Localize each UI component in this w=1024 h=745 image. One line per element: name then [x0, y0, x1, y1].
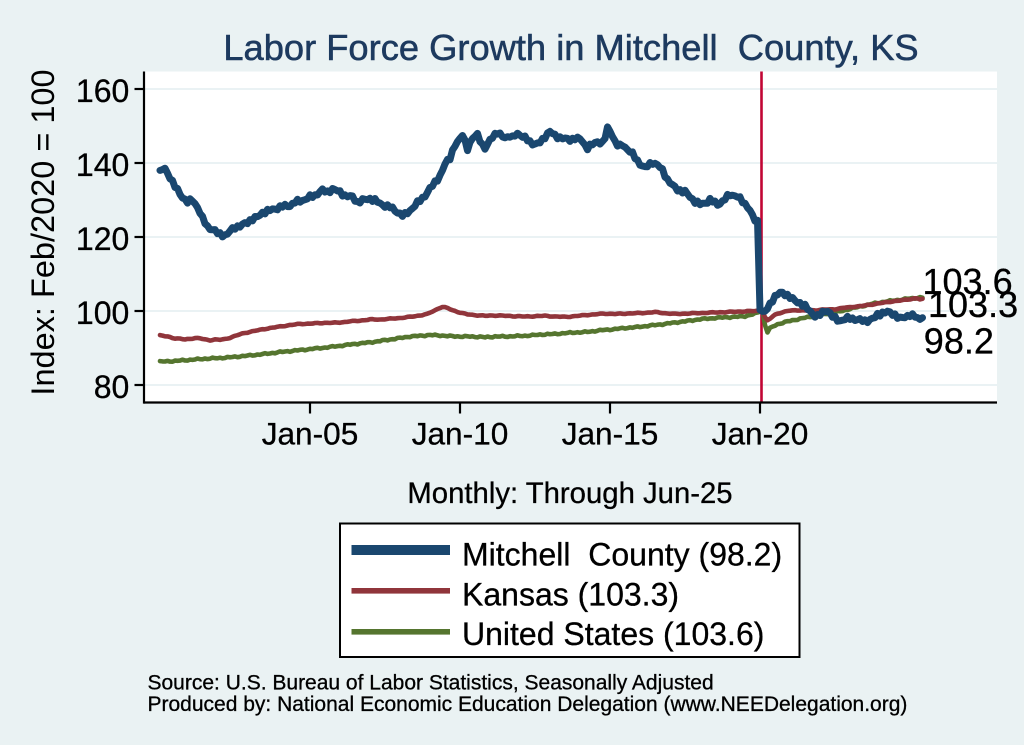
svg-text:Jan-15: Jan-15 — [562, 416, 659, 452]
svg-text:103.3: 103.3 — [928, 284, 1018, 325]
svg-text:160: 160 — [76, 73, 129, 109]
svg-text:Index: Feb/2020 = 100: Index: Feb/2020 = 100 — [25, 69, 61, 395]
svg-text:United States (103.6): United States (103.6) — [462, 616, 764, 652]
svg-text:140: 140 — [76, 147, 129, 183]
svg-text:Labor Force Growth in Mitchell: Labor Force Growth in Mitchell County, K… — [223, 27, 918, 68]
svg-text:80: 80 — [94, 369, 130, 405]
svg-text:Source: U.S. Bureau of Labor S: Source: U.S. Bureau of Labor Statistics,… — [148, 671, 714, 694]
svg-text:Kansas (103.3): Kansas (103.3) — [462, 576, 679, 612]
svg-text:100: 100 — [76, 295, 129, 331]
svg-text:Jan-05: Jan-05 — [262, 416, 359, 452]
svg-text:Monthly: Through Jun-25: Monthly: Through Jun-25 — [407, 477, 732, 510]
svg-text:120: 120 — [76, 221, 129, 257]
svg-text:103.6: 103.6 — [923, 261, 1013, 302]
svg-text:Jan-20: Jan-20 — [712, 416, 809, 452]
svg-text:Produced by: National Economic: Produced by: National Economic Education… — [148, 693, 908, 716]
svg-text:98.2: 98.2 — [924, 321, 994, 362]
svg-text:Jan-10: Jan-10 — [412, 416, 509, 452]
svg-text:Mitchell County (98.2): Mitchell County (98.2) — [462, 537, 782, 573]
